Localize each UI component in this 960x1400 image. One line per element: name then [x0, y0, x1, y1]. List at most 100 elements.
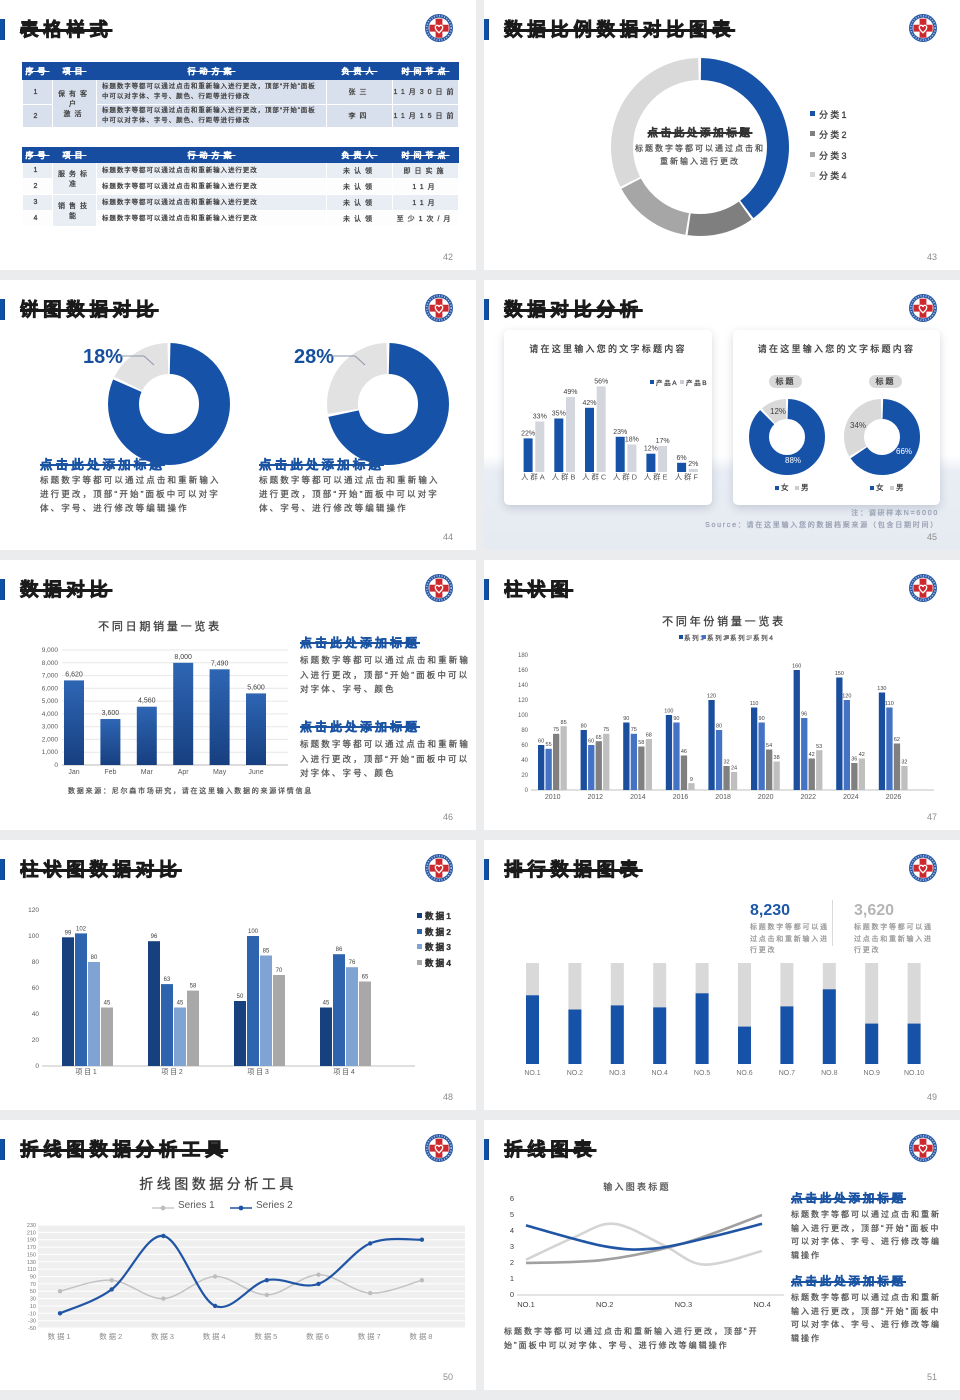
svg-text:90: 90 — [673, 716, 679, 722]
svg-text:30: 30 — [30, 1297, 36, 1303]
svg-text:120: 120 — [28, 907, 39, 914]
svg-text:人群E: 人群E — [644, 472, 670, 482]
svg-text:NO.4: NO.4 — [753, 1300, 771, 1309]
svg-text:May: May — [213, 769, 227, 776]
svg-text:23%: 23% — [613, 429, 627, 436]
svg-text:46: 46 — [681, 749, 687, 755]
svg-text:9: 9 — [690, 777, 693, 783]
svg-text:42: 42 — [809, 752, 815, 758]
svg-text:40: 40 — [521, 758, 528, 764]
svg-text:70: 70 — [276, 968, 283, 974]
svg-text:50: 50 — [30, 1289, 36, 1295]
svg-text:65: 65 — [362, 975, 369, 981]
svg-text:2024: 2024 — [843, 794, 859, 801]
svg-text:96: 96 — [151, 934, 158, 940]
svg-text:2012: 2012 — [588, 794, 604, 801]
svg-text:NO.8: NO.8 — [821, 1070, 837, 1077]
svg-text:NO.2: NO.2 — [596, 1300, 614, 1309]
svg-text:210: 210 — [27, 1230, 36, 1236]
svg-text:NO.3: NO.3 — [609, 1070, 625, 1077]
svg-text:数据8: 数据8 — [410, 1331, 435, 1341]
svg-text:58: 58 — [638, 740, 644, 746]
svg-text:项目4: 项目4 — [333, 1068, 356, 1076]
svg-text:120: 120 — [707, 694, 716, 700]
svg-text:55: 55 — [546, 742, 552, 748]
svg-text:58: 58 — [190, 984, 197, 990]
svg-text:Mar: Mar — [141, 769, 154, 776]
svg-text:3: 3 — [510, 1242, 514, 1251]
svg-text:65: 65 — [596, 735, 602, 741]
svg-text:5: 5 — [510, 1210, 514, 1219]
svg-text:2018: 2018 — [715, 794, 731, 801]
svg-text:80: 80 — [581, 724, 587, 730]
svg-text:100: 100 — [664, 709, 673, 715]
svg-text:96: 96 — [801, 712, 807, 718]
svg-text:8,000: 8,000 — [174, 654, 192, 661]
svg-text:100: 100 — [28, 933, 39, 940]
svg-text:45: 45 — [177, 1001, 184, 1007]
svg-text:NO.3: NO.3 — [675, 1300, 693, 1309]
svg-text:80: 80 — [91, 955, 98, 961]
svg-text:项目1: 项目1 — [75, 1068, 98, 1076]
svg-text:120: 120 — [842, 694, 851, 700]
svg-text:45: 45 — [104, 1001, 111, 1007]
svg-text:18%: 18% — [625, 437, 639, 444]
svg-text:4: 4 — [510, 1226, 514, 1235]
svg-text:NO.7: NO.7 — [779, 1070, 795, 1077]
svg-text:6,620: 6,620 — [65, 671, 83, 678]
svg-text:86: 86 — [336, 947, 343, 953]
svg-text:102: 102 — [76, 926, 87, 932]
svg-text:160: 160 — [792, 664, 801, 670]
svg-text:75: 75 — [631, 727, 637, 733]
svg-text:7,490: 7,490 — [211, 660, 229, 667]
svg-text:June: June — [248, 769, 263, 776]
svg-text:80: 80 — [716, 724, 722, 730]
svg-text:80: 80 — [521, 728, 528, 734]
svg-text:数据1: 数据1 — [48, 1331, 73, 1341]
svg-text:50: 50 — [237, 994, 244, 1000]
svg-text:5,600: 5,600 — [247, 684, 265, 691]
svg-text:2016: 2016 — [673, 794, 689, 801]
svg-text:22%: 22% — [521, 430, 535, 437]
svg-text:120: 120 — [518, 698, 529, 704]
svg-text:45: 45 — [323, 1001, 330, 1007]
svg-text:8,000: 8,000 — [42, 660, 59, 667]
svg-text:60: 60 — [588, 739, 594, 745]
svg-text:140: 140 — [518, 683, 529, 689]
svg-text:Apr: Apr — [178, 769, 190, 776]
svg-text:53: 53 — [816, 744, 822, 750]
svg-text:68: 68 — [646, 733, 652, 739]
svg-text:3,000: 3,000 — [42, 724, 59, 731]
svg-text:数据4: 数据4 — [203, 1331, 228, 1341]
svg-text:35%: 35% — [552, 411, 566, 418]
svg-text:170: 170 — [27, 1245, 36, 1251]
svg-text:数据7: 数据7 — [358, 1331, 383, 1341]
svg-text:NO.2: NO.2 — [567, 1070, 583, 1077]
svg-text:人群A: 人群A — [521, 472, 547, 482]
svg-text:12%: 12% — [644, 446, 658, 453]
svg-text:150: 150 — [835, 671, 844, 677]
svg-text:数据6: 数据6 — [306, 1331, 331, 1341]
svg-text:NO.6: NO.6 — [736, 1070, 752, 1077]
svg-text:0: 0 — [510, 1290, 514, 1299]
svg-text:7,000: 7,000 — [42, 673, 59, 680]
svg-text:33%: 33% — [533, 414, 547, 421]
svg-text:85: 85 — [561, 720, 567, 726]
svg-text:54: 54 — [766, 743, 772, 749]
svg-text:4,560: 4,560 — [138, 698, 156, 705]
svg-text:人群D: 人群D — [613, 472, 639, 482]
svg-text:2022: 2022 — [801, 794, 817, 801]
svg-text:项目3: 项目3 — [247, 1068, 270, 1076]
svg-text:100: 100 — [248, 929, 259, 935]
svg-text:110: 110 — [885, 701, 894, 707]
svg-text:75: 75 — [553, 727, 559, 733]
svg-text:190: 190 — [27, 1238, 36, 1244]
svg-text:62: 62 — [894, 737, 900, 743]
svg-text:0: 0 — [54, 762, 58, 769]
svg-text:2020: 2020 — [758, 794, 774, 801]
svg-text:-10: -10 — [28, 1311, 36, 1317]
svg-text:60: 60 — [538, 739, 544, 745]
svg-text:10: 10 — [30, 1304, 36, 1310]
svg-text:数据2: 数据2 — [99, 1331, 124, 1341]
svg-text:76: 76 — [349, 960, 356, 966]
